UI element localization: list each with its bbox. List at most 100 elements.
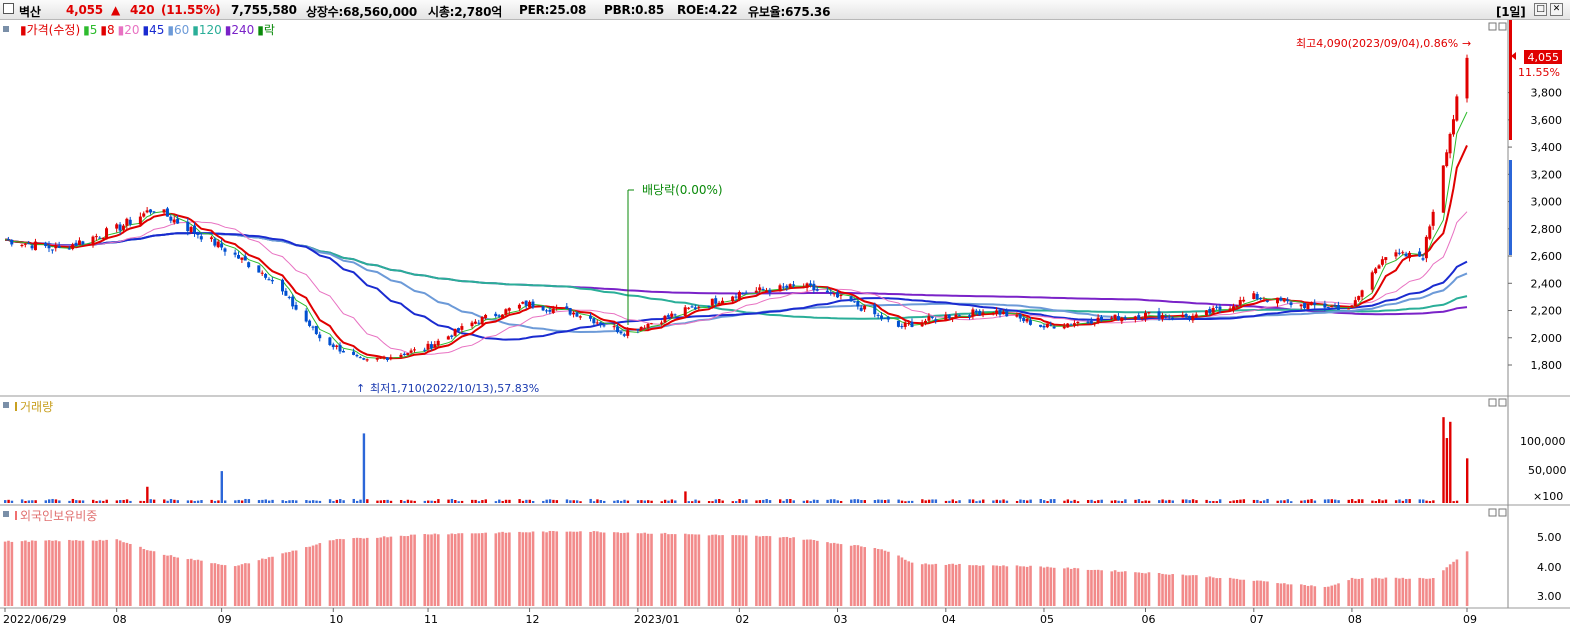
volume-bar (342, 500, 345, 503)
candle-body (341, 350, 345, 353)
candle-body (693, 307, 697, 309)
per-value: PER:25.08 (519, 3, 587, 17)
foreign-bar (365, 537, 369, 606)
volume-bar (873, 500, 877, 503)
foreign-min-icon[interactable] (1488, 508, 1497, 517)
foreign-bar (95, 540, 98, 606)
volume-bar (98, 500, 102, 503)
candle-body (189, 227, 193, 233)
candle-body (1133, 316, 1137, 320)
foreign-bar (572, 531, 575, 606)
candle-body (1397, 252, 1401, 254)
foreign-bars (3, 530, 1469, 606)
volume-bar (904, 501, 907, 503)
candle-body (494, 313, 498, 317)
volume-bar (596, 499, 599, 503)
candle-body (247, 262, 251, 268)
foreign-bar (169, 555, 173, 606)
foreign-tick-3: 3.00 (1537, 590, 1562, 603)
stock-chart: ▮가격(수정) ▮5 ▮8 ▮20 ▮45 ▮60 ▮120 ▮240 ▮락 1,800 2,00… (0, 20, 1570, 626)
candle-body (1211, 307, 1215, 313)
panel-close-icon[interactable] (1498, 22, 1507, 31)
volume-bar (616, 500, 619, 503)
volume-bar (707, 501, 711, 503)
foreign-bar (359, 537, 362, 606)
volume-bar (1120, 501, 1124, 503)
foreign-bar (497, 532, 501, 606)
volume-bar (542, 500, 545, 503)
candle-body (1049, 324, 1053, 326)
candle-body (399, 354, 403, 358)
volume-bar (81, 500, 85, 503)
volume-bar (186, 500, 190, 503)
current-price-tag-label: 4,055 (1528, 51, 1560, 64)
candle-body (338, 344, 342, 352)
volume-close-icon[interactable] (1498, 398, 1507, 407)
foreign-bar (975, 565, 978, 606)
foreign-bar (1140, 572, 1144, 606)
volume-bar (1466, 458, 1469, 503)
volume-bar (386, 499, 389, 503)
volume-bar (4, 500, 7, 503)
foreign-bar (1289, 584, 1293, 606)
volume-bar (1384, 499, 1388, 503)
volume-bar (68, 500, 71, 503)
foreign-bar (568, 531, 572, 606)
candle-body (1025, 319, 1029, 322)
volume-bar (1053, 499, 1056, 503)
foreign-bar (24, 540, 27, 606)
candle-body (1380, 259, 1384, 265)
candle-body (1072, 323, 1076, 326)
volume-bar (1212, 501, 1215, 503)
foreign-bar (453, 534, 457, 606)
volume-bar (305, 500, 308, 503)
foreign-menu-icon[interactable] (3, 511, 9, 517)
candle-body (429, 344, 433, 349)
candle-body (1204, 310, 1208, 316)
candle-body (355, 355, 359, 357)
period-selector[interactable]: [1일] (1496, 5, 1526, 19)
volume-bar (792, 500, 795, 503)
select-checkbox[interactable] (3, 3, 14, 14)
candle-body (1394, 252, 1398, 257)
candle-body (622, 334, 626, 336)
foreign-bar (660, 533, 663, 606)
current-price: 4,055 (66, 3, 103, 17)
foreign-bar (1418, 577, 1422, 606)
panel-menu-icon[interactable] (3, 26, 9, 32)
foreign-legend: 외국인보유비중 (20, 509, 97, 523)
foreign-bar (541, 531, 545, 606)
candle-body (264, 273, 268, 278)
candle-body (243, 256, 247, 261)
candle-body (460, 326, 464, 330)
close-icon[interactable]: ✕ (1550, 3, 1563, 16)
volume-bar (1330, 499, 1334, 503)
volume-unit: ×100 (1533, 490, 1563, 503)
foreign-bar (836, 543, 839, 606)
foreign-close-icon[interactable] (1498, 508, 1507, 517)
candle-body (267, 279, 271, 281)
volume-bar (694, 499, 697, 503)
foreign-bar (362, 538, 366, 606)
foreign-bar (1195, 575, 1198, 606)
volume-menu-icon[interactable] (3, 402, 9, 408)
x-tick-label-11: 06 (1141, 613, 1155, 626)
candle-body (531, 301, 535, 308)
stock-name[interactable]: 벽산 (19, 5, 41, 19)
candle-body (406, 353, 410, 356)
foreign-bar (271, 556, 274, 606)
candle-body (1042, 325, 1046, 328)
foreign-bar (1211, 577, 1215, 606)
price-tick-10: 3,800 (1531, 87, 1563, 100)
candle-body (1275, 297, 1279, 304)
candle-body (1374, 268, 1378, 274)
foreign-bar (589, 531, 592, 606)
volume-bar (579, 501, 582, 503)
foreign-bar (1347, 580, 1350, 606)
maximize-icon[interactable]: □ (1534, 3, 1547, 16)
foreign-bar (1113, 570, 1117, 606)
panel-min-icon[interactable] (1488, 22, 1497, 31)
foreign-bar (1090, 570, 1093, 606)
foreign-ownership-panel: 외국인보유비중 5.00 4.00 3.00 (0, 505, 1570, 609)
volume-min-icon[interactable] (1488, 398, 1497, 407)
